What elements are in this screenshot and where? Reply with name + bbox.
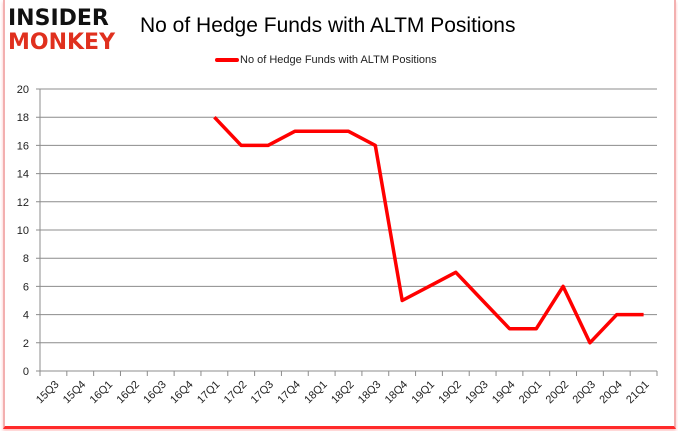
y-tick-label: 12 — [17, 197, 29, 209]
x-tick-label: 19Q1 — [410, 379, 438, 407]
y-tick-label: 6 — [23, 281, 29, 293]
logo-line-1: INSIDER — [8, 6, 109, 31]
x-tick-label: 15Q4 — [61, 379, 89, 407]
x-tick-label: 20Q2 — [544, 379, 572, 407]
x-tick-label: 16Q1 — [88, 379, 116, 407]
y-tick-label: 16 — [17, 140, 29, 152]
y-tick-label: 14 — [17, 169, 29, 181]
chart-legend: No of Hedge Funds with ALTM Positions — [215, 54, 437, 66]
x-tick-label: 19Q4 — [490, 379, 518, 407]
y-tick-label: 0 — [23, 366, 29, 378]
x-tick-label: 15Q3 — [34, 379, 62, 407]
x-tick-label: 18Q4 — [383, 379, 411, 407]
y-tick-label: 20 — [17, 84, 29, 96]
series-line — [213, 115, 644, 345]
x-tick-label: 20Q4 — [597, 379, 625, 407]
y-tick-label: 18 — [17, 112, 29, 124]
chart-title: No of Hedge Funds with ALTM Positions — [140, 14, 516, 37]
y-tick-label: 10 — [17, 225, 29, 237]
y-tick-label: 2 — [23, 338, 29, 350]
x-tick-label: 17Q2 — [222, 379, 250, 407]
x-tick-label: 19Q2 — [436, 379, 464, 407]
x-tick-label: 17Q4 — [275, 379, 303, 407]
x-tick-label: 19Q3 — [463, 379, 491, 407]
x-tick-label: 16Q4 — [168, 379, 196, 407]
x-tick-label: 18Q1 — [302, 379, 330, 407]
logo-line-2: MONKEY — [8, 30, 116, 55]
y-tick-label: 4 — [23, 310, 29, 322]
x-tick-label: 20Q1 — [517, 379, 545, 407]
legend-label: No of Hedge Funds with ALTM Positions — [240, 54, 437, 66]
x-tick-label: 17Q3 — [249, 379, 277, 407]
x-tick-label: 16Q2 — [114, 379, 142, 407]
x-tick-label: 16Q3 — [141, 379, 169, 407]
legend-line-swatch-icon — [215, 58, 239, 62]
y-tick-label: 8 — [23, 253, 29, 265]
chart-frame — [3, 0, 676, 429]
insider-monkey-logo: INSIDER MONKEY — [8, 8, 128, 56]
x-tick-label: 18Q3 — [356, 379, 384, 407]
x-tick-label: 21Q1 — [624, 379, 652, 407]
x-tick-label: 17Q1 — [195, 379, 223, 407]
x-tick-label: 18Q2 — [329, 379, 357, 407]
x-tick-label: 20Q3 — [571, 379, 599, 407]
